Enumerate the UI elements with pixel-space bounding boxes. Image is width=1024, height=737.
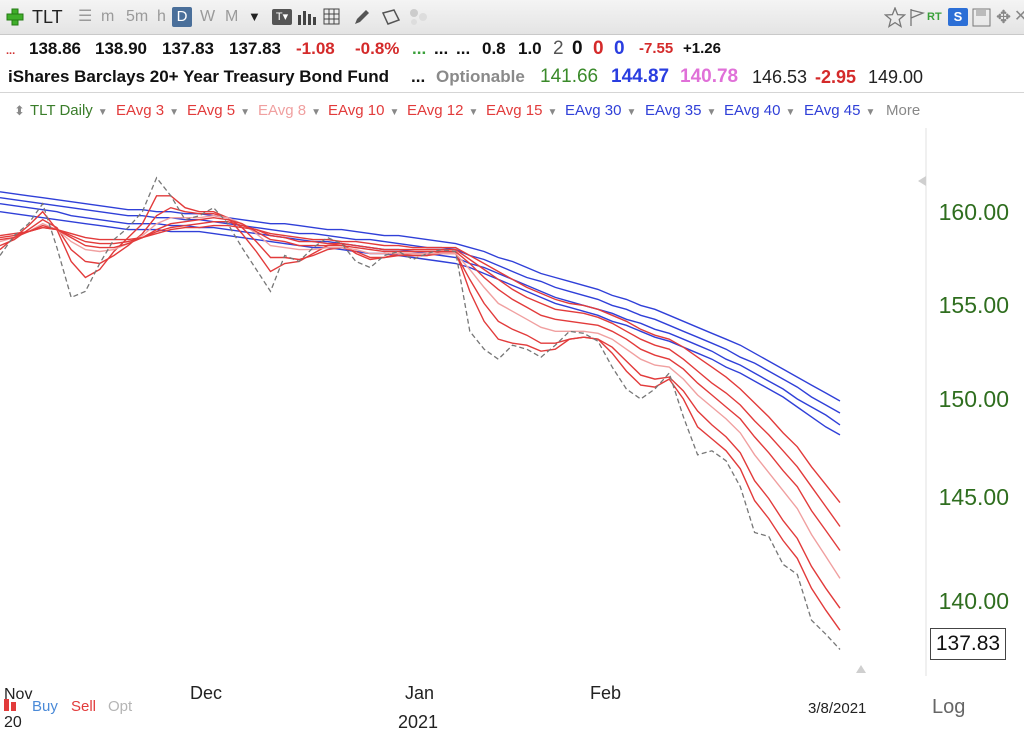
dots-icon	[410, 9, 427, 25]
legend-item-eavg12[interactable]: EAvg 12 ▼	[407, 102, 479, 119]
quote-val-c: -7.55	[639, 40, 674, 57]
legend-more-button[interactable]: More	[886, 102, 921, 119]
series-line-eavg-15	[0, 224, 841, 504]
period-mo[interactable]: M	[225, 8, 239, 25]
quote-v4: 146.53	[752, 67, 808, 87]
legend-item-eavg45[interactable]: EAvg 45 ▼	[804, 102, 876, 119]
pencil-icon[interactable]	[352, 7, 372, 27]
series-line-eavg-3	[0, 195, 841, 631]
series-line-eavg-8	[0, 214, 841, 579]
rt-icon[interactable]: RT	[927, 11, 942, 23]
series-line-eavg-35	[0, 203, 841, 426]
x-tick-nov: Nov	[4, 686, 33, 703]
ticker-symbol[interactable]: TLT	[32, 7, 63, 27]
quote-row-2: iShares Barclays 20+ Year Treasury Bond …	[0, 64, 1024, 92]
quote-dots-b: ...	[456, 39, 471, 58]
y-tick-label: 160.00	[938, 199, 1009, 225]
quote-change-pct: -0.8%	[355, 39, 400, 58]
quote-v2: 144.87	[611, 66, 670, 87]
quote-low: 137.83	[162, 39, 214, 58]
quote-row: ... 138.86 138.90 137.83 137.83 -1.08 -0…	[0, 36, 1024, 62]
save-icon[interactable]	[972, 8, 992, 27]
legend-item-eavg40[interactable]: EAvg 40 ▼	[724, 102, 796, 119]
period-m[interactable]: m	[101, 8, 115, 25]
quote-count-blue: 0	[614, 38, 625, 59]
x-tick-dec: Dec	[190, 683, 223, 703]
legend-item-eavg5[interactable]: EAvg 5 ▼	[187, 102, 250, 119]
series-line-eavg-12	[0, 220, 841, 527]
optionable-label: Optionable	[436, 67, 525, 86]
period-dropdown-icon[interactable]: ▼	[248, 9, 261, 24]
series-line-eavg-40	[0, 197, 841, 414]
legend-item-eavg35[interactable]: EAvg 35 ▼	[645, 102, 717, 119]
legend-item-eavg8[interactable]: EAvg 8 ▼	[258, 102, 321, 119]
quote-dots-c: ...	[411, 67, 426, 86]
add-symbol-icon[interactable]	[6, 8, 24, 26]
quote-close: 137.83	[229, 39, 281, 58]
quote-change: -1.08	[296, 39, 335, 58]
header-divider	[0, 92, 1024, 93]
tag-icon[interactable]	[380, 7, 402, 27]
x-tick-year: 2021	[398, 712, 439, 732]
legend-handle-icon[interactable]: ⬍	[14, 103, 25, 118]
sell-toggle[interactable]: Sell	[71, 698, 97, 715]
move-icon[interactable]: ✥	[996, 7, 1012, 27]
y-tick-label: 140.00	[938, 588, 1009, 614]
period-h[interactable]: h	[157, 8, 166, 25]
quote-count-red: 0	[593, 38, 604, 59]
chart-signals-icon[interactable]	[3, 697, 21, 713]
last-price-label: 137.83	[930, 628, 1006, 660]
series-line-tlt-daily	[0, 176, 841, 650]
period-d[interactable]: D	[172, 7, 192, 27]
legend-item-eavg30[interactable]: EAvg 30 ▼	[565, 102, 637, 119]
x-tick-jan: Jan	[405, 683, 435, 703]
chart-legend: ⬍ TLT Daily ▼ EAvg 3 ▼ EAvg 5 ▼ EAvg 8 ▼ EAv…	[0, 99, 1024, 123]
grid-icon[interactable]: ☰	[78, 8, 93, 25]
legend-item-eavg10[interactable]: EAvg 10 ▼	[328, 102, 400, 119]
period-5m[interactable]: 5m	[126, 8, 149, 25]
y-tick-label: 155.00	[938, 292, 1009, 318]
quote-v6: 149.00	[868, 67, 924, 87]
quote-dots-a: ...	[434, 39, 449, 58]
opt-toggle[interactable]: Opt	[108, 698, 133, 715]
quote-count-grey: 2	[553, 38, 564, 59]
quote-high: 138.90	[95, 39, 147, 58]
y-tick-label: 150.00	[938, 386, 1009, 412]
quote-val-d: +1.26	[683, 40, 721, 57]
fund-name: iShares Barclays 20+ Year Treasury Bond …	[8, 67, 389, 86]
quote-dots-green: ...	[412, 39, 427, 58]
quote-count-black: 0	[572, 38, 583, 59]
quote-open: 138.86	[29, 39, 81, 58]
star-icon[interactable]	[884, 7, 906, 28]
quote-v5: -2.95	[815, 67, 857, 87]
quote-val-b: 1.0	[518, 39, 542, 58]
buy-toggle[interactable]: Buy	[32, 698, 58, 715]
x-tick-nov-day: 20	[4, 714, 22, 731]
quote-v1: 141.66	[540, 66, 599, 87]
scroll-up-icon[interactable]	[918, 176, 926, 186]
layout-icon[interactable]: S	[948, 8, 968, 26]
bar-chart-icon[interactable]	[297, 9, 317, 26]
quote-val-a: 0.8	[482, 39, 506, 58]
period-w[interactable]: W	[200, 8, 216, 25]
y-tick-label: 145.00	[938, 484, 1009, 510]
legend-item-eavg15[interactable]: EAvg 15 ▼	[486, 102, 558, 119]
toolbar: TLT ☰ m 5m h D W M ▼ T▾ RT S ✥ ✕	[0, 0, 1024, 35]
x-tick-date: 3/8/2021	[808, 700, 867, 717]
close-icon[interactable]: ✕	[1014, 8, 1024, 25]
scroll-corner-icon[interactable]	[856, 665, 866, 673]
legend-item-tlt[interactable]: TLT Daily ▼	[30, 102, 108, 119]
quote-v3: 140.78	[680, 66, 739, 87]
flag-icon[interactable]	[908, 7, 926, 27]
x-tick-feb: Feb	[590, 683, 622, 703]
series-line-eavg-5	[0, 206, 841, 609]
legend-item-eavg3[interactable]: EAvg 3 ▼	[116, 102, 179, 119]
series-line-eavg-45	[0, 191, 841, 402]
table-icon[interactable]	[323, 8, 343, 26]
tv-icon[interactable]: T▾	[272, 9, 292, 25]
log-scale-toggle[interactable]: Log	[932, 696, 966, 718]
series-line-eavg-30	[0, 211, 841, 436]
quote-dots-red: ...	[6, 45, 16, 57]
